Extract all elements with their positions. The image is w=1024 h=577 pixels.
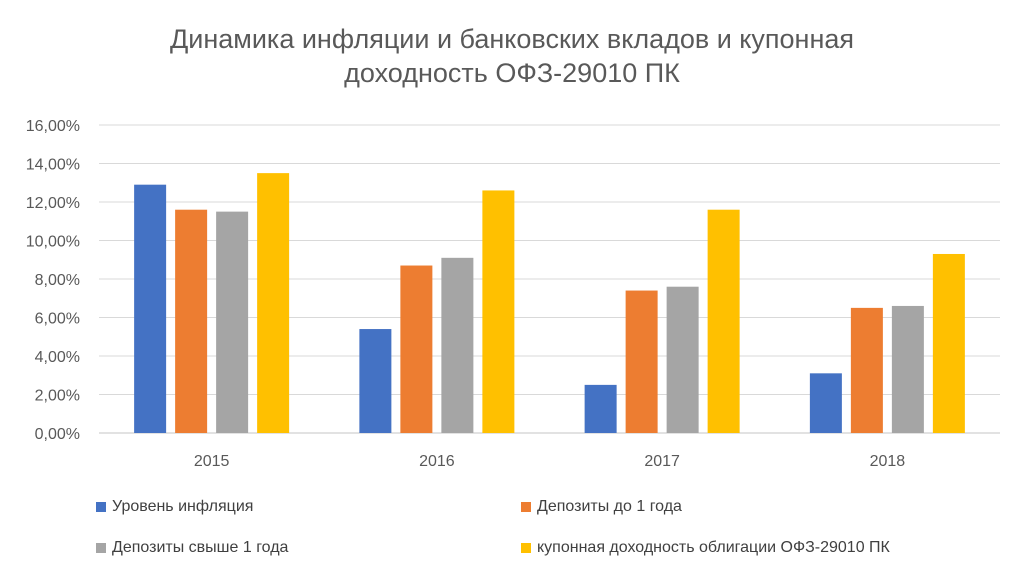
y-tick-label: 8,00% — [35, 272, 80, 289]
bar-2017-series-0 — [584, 384, 617, 433]
y-tick-label: 0,00% — [35, 426, 80, 443]
legend-swatch — [96, 543, 106, 553]
y-tick-label: 6,00% — [35, 311, 80, 328]
x-tick-label: 2015 — [194, 453, 230, 470]
legend-swatch — [521, 543, 531, 553]
bar-2015-series-2 — [216, 211, 249, 433]
bar-2018-series-3 — [932, 253, 965, 433]
bar-2018-series-1 — [850, 307, 883, 433]
chart-title-line-2: доходность ОФЗ-29010 ПК — [344, 58, 680, 88]
legend-item-2: Депозиты свыше 1 года — [96, 539, 288, 557]
x-tick-label: 2016 — [419, 453, 455, 470]
bar-2016-series-3 — [482, 190, 515, 433]
legend-label: Депозиты свыше 1 года — [112, 539, 289, 556]
legend-item-3: купонная доходность облигации ОФЗ-29010 … — [521, 539, 890, 557]
bar-2015-series-1 — [175, 209, 208, 433]
x-tick-label: 2018 — [870, 453, 906, 470]
bar-2018-series-0 — [809, 373, 842, 433]
legend-item-0: Уровень инфляция — [96, 498, 253, 516]
x-tick-label: 2017 — [644, 453, 680, 470]
y-tick-label: 10,00% — [26, 234, 80, 251]
bar-2015-series-3 — [257, 173, 290, 433]
legend-label: Уровень инфляция — [112, 498, 254, 515]
legend-item-1: Депозиты до 1 года — [521, 498, 682, 516]
chart-title-line-1: Динамика инфляции и банковских вкладов и… — [169, 24, 855, 54]
bar-2016-series-2 — [441, 257, 474, 433]
y-tick-label: 4,00% — [35, 349, 80, 366]
y-tick-label: 2,00% — [35, 388, 80, 405]
chart-title: Динамика инфляции и банковских вкладов и… — [0, 22, 1024, 90]
y-tick-label: 16,00% — [26, 118, 80, 135]
bar-2018-series-2 — [891, 305, 924, 433]
bar-2017-series-2 — [666, 286, 699, 433]
y-tick-label: 14,00% — [26, 157, 80, 174]
bar-2017-series-3 — [707, 209, 740, 433]
bar-2016-series-1 — [400, 265, 433, 433]
bar-2015-series-0 — [134, 184, 167, 433]
legend-label: Депозиты до 1 года — [537, 498, 682, 515]
legend-label: купонная доходность облигации ОФЗ-29010 … — [537, 539, 890, 556]
legend-swatch — [96, 502, 106, 512]
legend-swatch — [521, 502, 531, 512]
bar-2016-series-0 — [359, 329, 392, 433]
bar-2017-series-1 — [625, 290, 658, 433]
y-tick-label: 12,00% — [26, 195, 80, 212]
